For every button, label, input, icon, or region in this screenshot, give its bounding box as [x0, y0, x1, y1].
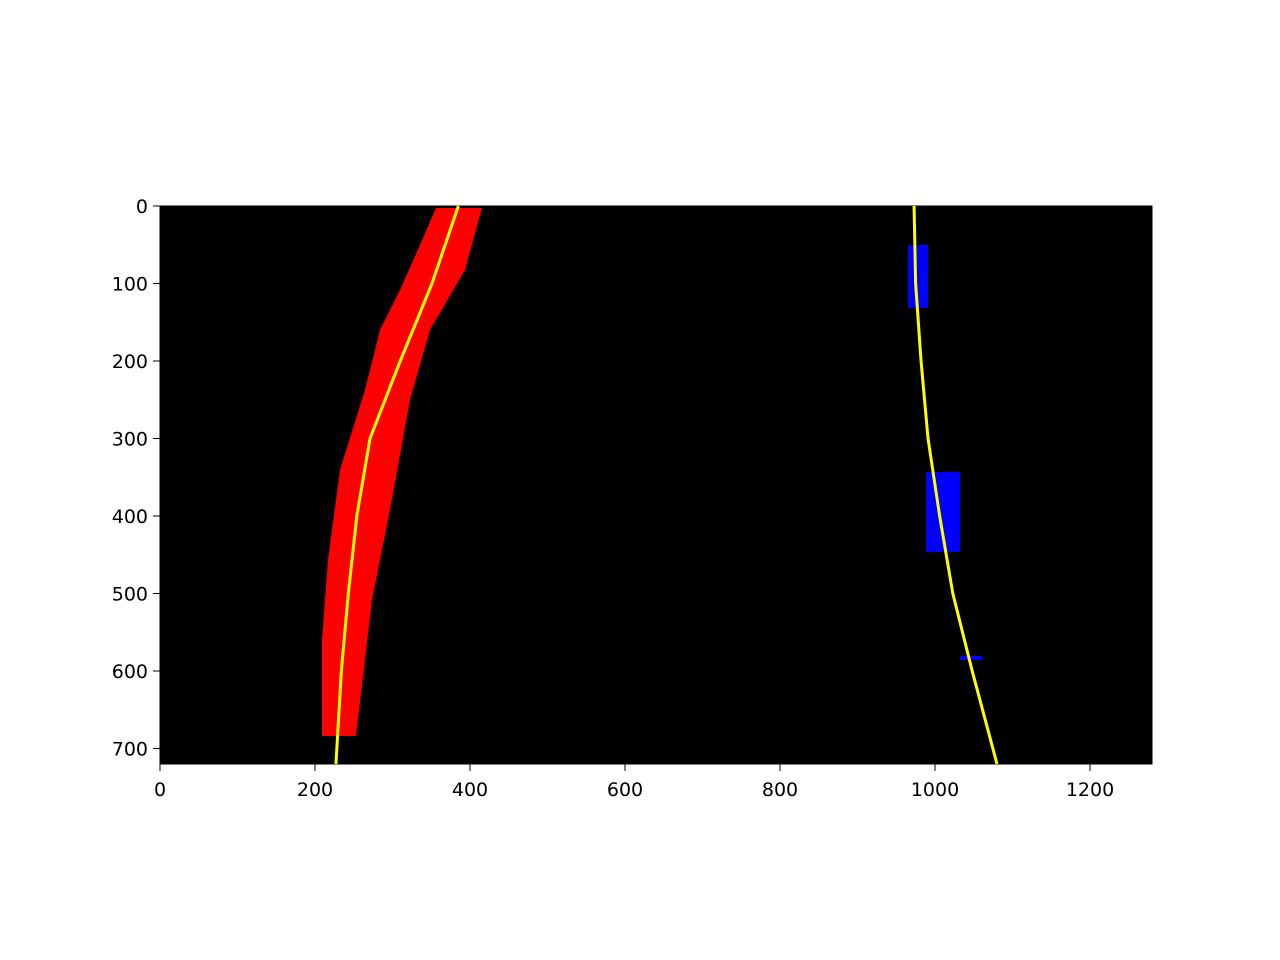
y-tick-label: 700: [112, 739, 148, 761]
axes-frame: [159, 205, 1153, 765]
y-tick-label: 500: [112, 584, 148, 606]
right-lane-pixels: [960, 656, 982, 660]
y-tick-label: 400: [112, 506, 148, 528]
x-tick-label: 0: [154, 779, 166, 801]
y-tick-label: 300: [112, 429, 148, 451]
fit-line: [334, 205, 460, 765]
y-tick-label: 200: [112, 351, 148, 373]
left-lane-pixels: [322, 208, 482, 736]
x-tick-label: 1000: [911, 779, 959, 801]
y-tick-label: 100: [112, 274, 148, 296]
x-tick-label: 800: [762, 779, 798, 801]
plot-area: [160, 206, 1152, 764]
x-tick-label: 600: [607, 779, 643, 801]
x-tick-label: 400: [452, 779, 488, 801]
right-lane-pixels: [908, 245, 928, 308]
y-tick-label: 600: [112, 661, 148, 683]
y-tick-label: 0: [136, 196, 148, 218]
x-tick-label: 1200: [1066, 779, 1114, 801]
x-tick-label: 200: [297, 779, 333, 801]
fit-line: [912, 205, 999, 765]
